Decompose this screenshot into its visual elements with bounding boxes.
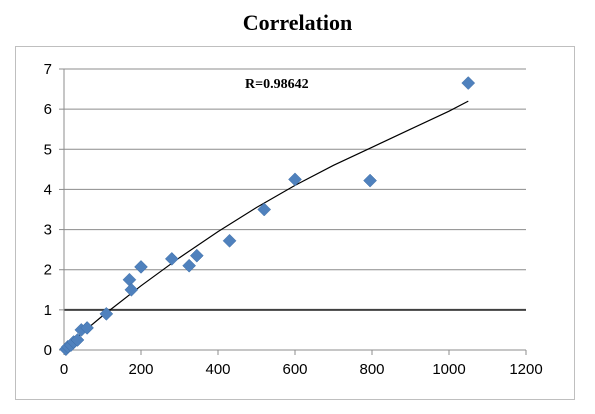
data-point bbox=[122, 272, 137, 287]
data-point bbox=[257, 202, 272, 217]
y-tick-label: 3 bbox=[44, 222, 52, 239]
x-tick-label: 0 bbox=[60, 361, 68, 378]
y-tick-labels: 0 1 2 3 4 5 6 7 bbox=[44, 61, 52, 359]
y-tick-label: 6 bbox=[44, 101, 52, 118]
data-point bbox=[124, 282, 139, 297]
x-tick-labels: 0 200 400 600 800 1000 1200 bbox=[60, 361, 543, 378]
gridlines bbox=[64, 68, 526, 311]
y-tick-label: 7 bbox=[44, 61, 52, 78]
y-tick-label: 2 bbox=[44, 262, 52, 279]
data-points bbox=[59, 76, 476, 357]
data-point bbox=[189, 248, 204, 263]
data-point bbox=[363, 173, 377, 188]
x-tick-label: 800 bbox=[359, 361, 384, 378]
x-tick-label: 600 bbox=[282, 361, 307, 378]
y-tick-label: 4 bbox=[44, 181, 52, 198]
data-point bbox=[288, 172, 302, 187]
x-tick-label: 1200 bbox=[509, 361, 542, 378]
data-point bbox=[134, 260, 148, 274]
data-point bbox=[164, 252, 179, 266]
data-point bbox=[80, 321, 94, 335]
y-tick-label: 5 bbox=[44, 141, 52, 158]
data-point bbox=[461, 76, 476, 90]
chart-title: Correlation bbox=[242, 10, 353, 35]
chart-frame bbox=[15, 46, 575, 400]
x-tick-label: 400 bbox=[205, 361, 230, 378]
x-tick-label: 1000 bbox=[432, 361, 465, 378]
data-point bbox=[99, 307, 114, 321]
data-point bbox=[182, 258, 196, 273]
data-point bbox=[222, 233, 237, 248]
y-tick-label: 0 bbox=[44, 342, 52, 359]
y-tick-label: 1 bbox=[44, 302, 52, 319]
x-tick-label: 200 bbox=[128, 361, 153, 378]
data-point bbox=[70, 333, 85, 347]
axes bbox=[59, 68, 527, 355]
correlation-annotation: R=0.98642 bbox=[245, 77, 309, 92]
